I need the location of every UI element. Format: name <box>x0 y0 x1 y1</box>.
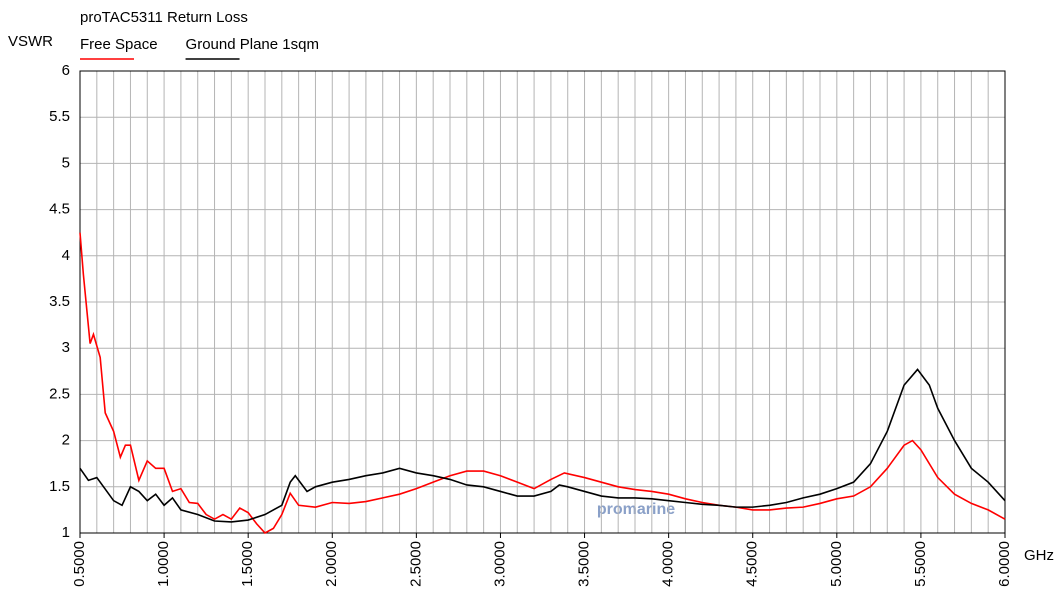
x-tick-label: 1.0000 <box>155 541 172 587</box>
y-tick-label: 5 <box>62 154 70 171</box>
x-tick-label: 2.5000 <box>407 541 424 587</box>
x-tick-label: 4.0000 <box>660 541 677 587</box>
y-tick-label: 6 <box>62 62 70 79</box>
x-tick-label: 6.0000 <box>996 541 1013 587</box>
y-tick-label: 1 <box>62 524 70 541</box>
legend-label: Free Space <box>80 36 158 53</box>
y-tick-label: 4 <box>62 247 70 264</box>
y-tick-label: 2.5 <box>49 385 70 402</box>
x-tick-label: 0.5000 <box>71 541 88 587</box>
series-line <box>79 368 1006 523</box>
y-tick-label: 5.5 <box>49 108 70 125</box>
x-tick-label: 3.0000 <box>491 541 508 587</box>
x-axis-label: GHz <box>1024 547 1054 564</box>
watermark: promarine <box>597 501 675 518</box>
x-tick-label: 4.5000 <box>744 541 761 587</box>
x-tick-label: 2.0000 <box>323 541 340 587</box>
x-tick-label: 1.5000 <box>239 541 256 587</box>
y-tick-label: 3.5 <box>49 293 70 310</box>
series-line <box>79 232 1006 535</box>
x-tick-label: 5.0000 <box>828 541 845 587</box>
y-tick-label: 3 <box>62 339 70 356</box>
y-tick-label: 1.5 <box>49 478 70 495</box>
y-axis-label: VSWR <box>8 33 53 50</box>
chart-title: proTAC5311 Return Loss <box>80 9 248 26</box>
x-tick-label: 5.5000 <box>912 541 929 587</box>
y-tick-label: 4.5 <box>49 201 70 218</box>
plot-frame <box>79 70 1006 534</box>
x-tick-label: 3.5000 <box>576 541 593 587</box>
y-tick-label: 2 <box>62 432 70 449</box>
legend-label: Ground Plane 1sqm <box>186 36 319 53</box>
